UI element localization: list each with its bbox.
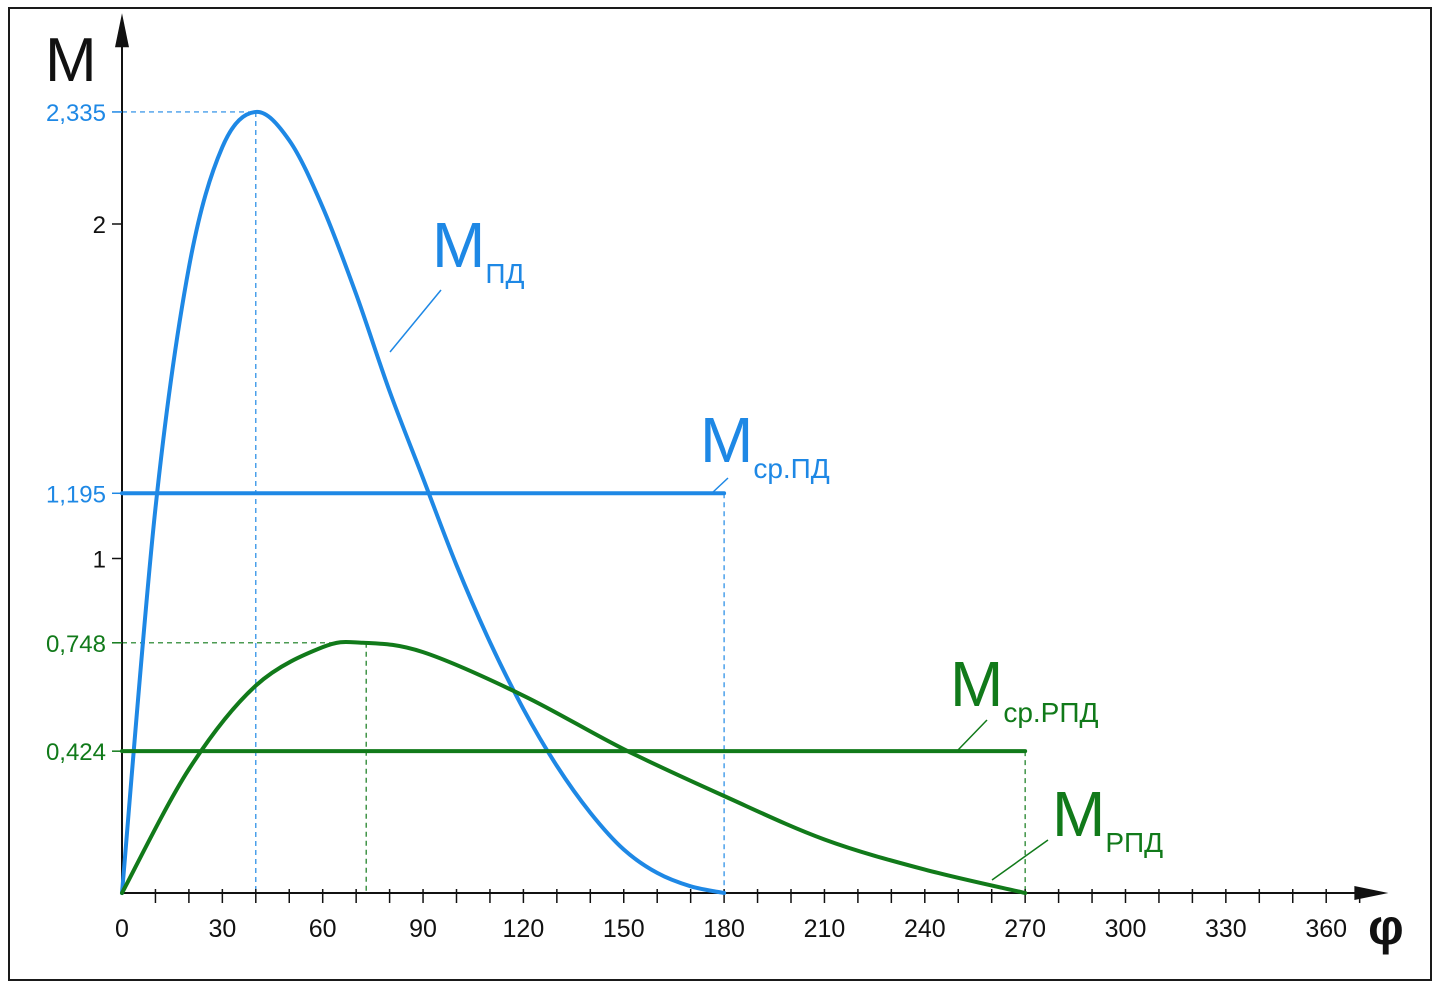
x-tick-label: 210 [804, 915, 846, 943]
x-tick-label: 360 [1305, 915, 1347, 943]
y-axis-title: M [45, 26, 97, 95]
series-label-leader [957, 719, 988, 751]
series-label-leader [389, 289, 442, 353]
x-tick-label: 150 [603, 915, 645, 943]
series-label-main: М [950, 648, 1003, 720]
guide-lines [122, 111, 1026, 893]
series-layer [120, 109, 1028, 895]
series-label-main: М [700, 404, 753, 476]
series-label-main: М [1052, 778, 1105, 850]
x-tick-label: 60 [309, 915, 337, 943]
chart-frame [8, 7, 1432, 981]
x-tick-label: 270 [1004, 915, 1046, 943]
y-tick-label: 1 [93, 547, 106, 574]
series-m-pd [120, 109, 727, 895]
annotation-label: 2,335 [46, 100, 106, 127]
annotation-label: 1,195 [46, 481, 106, 508]
x-axis-title: φ [1368, 899, 1404, 955]
x-tick-label: 120 [503, 915, 545, 943]
x-tick-label: 240 [904, 915, 946, 943]
series-label-sub: ср.ПД [753, 453, 829, 484]
series-label-leader [711, 477, 729, 494]
series-label-sub: ср.РПД [1003, 697, 1098, 728]
series-label: Мср.ПД [700, 404, 830, 484]
x-tick-label: 180 [703, 915, 745, 943]
series-label-sub: РПД [1105, 827, 1163, 858]
axes: Mφ [45, 13, 1404, 955]
x-tick-label: 330 [1205, 915, 1247, 943]
x-axis-arrow [1354, 886, 1389, 900]
annotation-label: 0,748 [46, 631, 106, 658]
series-m-rpd [120, 639, 1028, 895]
x-tick-label: 300 [1105, 915, 1147, 943]
series-label-sub: ПД [485, 258, 524, 289]
series-label-main: М [432, 209, 485, 281]
x-tick-label: 0 [115, 915, 129, 943]
ticks: 0 30 60 90 120 150 180 210 240 270 300 330 360 1 2 2,33… [46, 100, 1361, 943]
series-label: МРПД [1052, 778, 1163, 858]
annotation-label: 0,424 [46, 739, 106, 766]
series-label: МПД [432, 209, 524, 289]
x-tick-label: 30 [208, 915, 236, 943]
y-axis-arrow [115, 13, 129, 48]
series-label: Мср.РПД [950, 648, 1098, 728]
x-tick-label: 90 [409, 915, 437, 943]
series-label-leader [991, 839, 1049, 881]
y-tick-label: 2 [93, 212, 106, 239]
